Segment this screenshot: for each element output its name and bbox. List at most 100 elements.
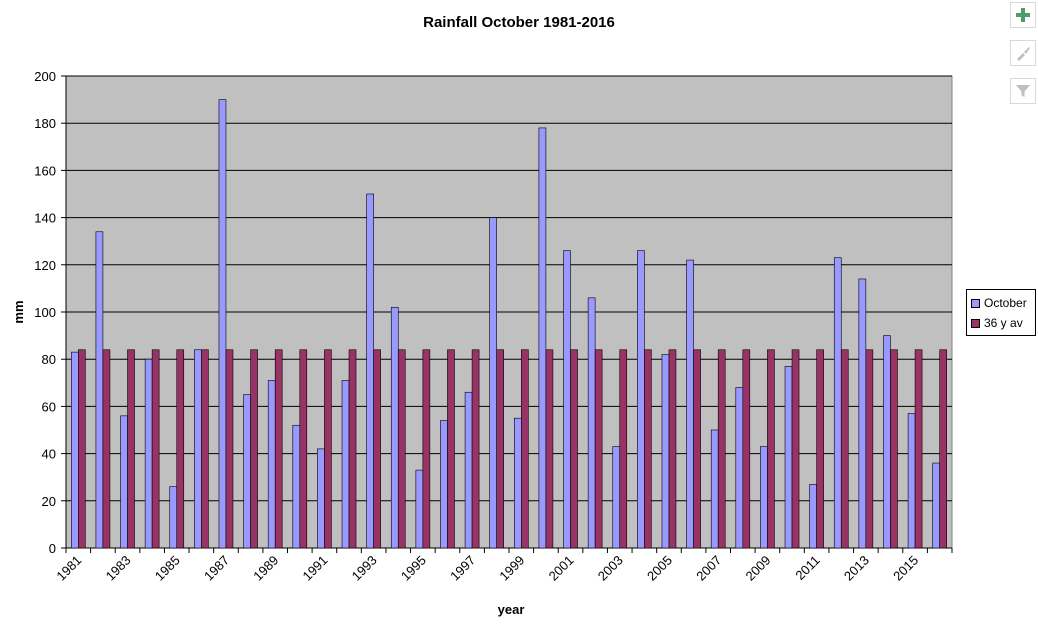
bar-october (784, 365, 793, 549)
bar-average (939, 349, 947, 549)
bar-october (243, 394, 251, 549)
x-tick-label: 2009 (742, 553, 773, 584)
bar-october (809, 483, 817, 549)
x-tick-label: 1983 (103, 553, 134, 584)
y-tick-label: 100 (34, 305, 56, 320)
brush-icon (1017, 47, 1030, 61)
y-tick-label: 20 (42, 494, 56, 509)
legend-swatch-average (971, 318, 980, 328)
bar-average (644, 349, 652, 549)
y-tick-label: 200 (34, 69, 56, 84)
bar-october (612, 446, 621, 549)
bar-average (78, 349, 86, 549)
bar-average (422, 349, 431, 549)
bar-october (464, 391, 473, 549)
bar-average (594, 349, 603, 549)
bar-average (865, 349, 874, 549)
x-tick-label: 1987 (201, 553, 232, 584)
bar-average (496, 349, 504, 549)
bar-average (668, 349, 677, 549)
plus-icon (1016, 8, 1030, 22)
x-tick-label: 2013 (841, 553, 872, 584)
bar-average (274, 349, 283, 549)
x-tick-label: 1995 (398, 553, 429, 584)
x-tick-label: 1991 (299, 553, 330, 584)
bar-october (390, 306, 399, 549)
bar-average (176, 349, 185, 549)
bar-october (514, 417, 522, 549)
bar-average (250, 349, 258, 549)
bar-average (447, 349, 455, 549)
bar-average (619, 349, 628, 549)
chart-style-button[interactable] (1010, 40, 1036, 66)
bar-october (661, 354, 670, 549)
bar-average (791, 349, 800, 549)
y-tick-label: 160 (34, 163, 56, 178)
bar-october (120, 415, 128, 549)
bar-average (397, 349, 406, 549)
y-tick-label: 40 (42, 447, 56, 462)
bar-october (907, 413, 916, 549)
bar-average (914, 349, 923, 549)
bar-october (415, 469, 424, 549)
y-axis-ticks: 0 20 40 60 80 100 120 140 160 180 200 (34, 69, 66, 556)
bar-average (816, 349, 824, 549)
bar-october (71, 351, 79, 549)
y-axis-label: mm (11, 300, 26, 323)
bar-average (127, 349, 135, 549)
y-tick-label: 0 (49, 541, 56, 556)
bar-october (587, 297, 596, 549)
bar-october (366, 193, 374, 549)
bar-average (324, 349, 332, 549)
x-tick-label: 1993 (349, 553, 380, 584)
bar-october (833, 257, 842, 549)
gridlines (65, 75, 952, 549)
x-axis-label: year (498, 602, 525, 617)
bar-average (742, 349, 751, 549)
y-tick-label: 180 (34, 116, 56, 131)
legend-label-average: 36 y av (984, 316, 1023, 330)
x-tick-label: 1985 (152, 553, 183, 584)
bar-october (267, 380, 276, 549)
y-tick-label: 120 (34, 258, 56, 273)
x-tick-label: 1997 (447, 553, 478, 584)
y-tick-label: 60 (42, 399, 56, 414)
bar-average (545, 349, 554, 549)
bar-average (348, 349, 357, 549)
bar-october (440, 420, 448, 549)
bars (71, 99, 947, 549)
bar-average (840, 349, 849, 549)
y-tick-label: 140 (34, 211, 56, 226)
filter-icon (1016, 85, 1030, 97)
x-tick-label: 1999 (496, 553, 527, 584)
bar-october (317, 448, 325, 549)
bar-october (883, 335, 891, 549)
bar-october (760, 446, 768, 549)
chart-legend: October 36 y av (966, 289, 1036, 336)
bar-average (373, 349, 381, 549)
bar-october (292, 424, 301, 549)
bar-average (890, 349, 898, 549)
bar-average (693, 349, 701, 549)
bar-october (341, 380, 350, 549)
x-tick-label: 1981 (53, 553, 84, 584)
bar-october (686, 259, 694, 549)
bar-october (858, 278, 867, 549)
add-chart-element-button[interactable] (1010, 2, 1036, 28)
bar-average (471, 349, 480, 549)
legend-swatch-october (971, 298, 980, 308)
x-tick-label: 2011 (792, 553, 822, 583)
legend-label-october: October (984, 296, 1027, 310)
chart-filter-button[interactable] (1010, 78, 1036, 104)
bar-average (299, 349, 308, 549)
bar-average (570, 349, 578, 549)
chart-title: Rainfall October 1981-2016 (423, 14, 615, 31)
x-tick-label: 2007 (693, 553, 724, 584)
y-tick-label: 80 (42, 352, 56, 367)
x-tick-label: 2005 (644, 553, 675, 584)
bar-october (218, 99, 227, 549)
bar-october (144, 358, 153, 549)
x-tick-label: 2003 (595, 553, 626, 584)
x-tick-label: 2015 (890, 553, 921, 584)
